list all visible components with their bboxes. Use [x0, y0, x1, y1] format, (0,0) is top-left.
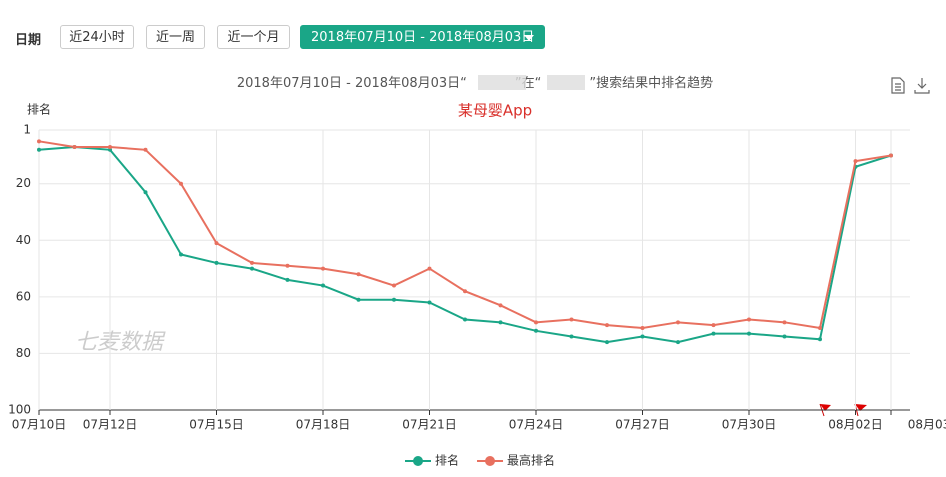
- title-part: ”搜索结果中排名趋势: [589, 75, 713, 91]
- legend-marker: [485, 456, 496, 466]
- data-point: [676, 320, 680, 325]
- data-point: [569, 317, 574, 322]
- data-point: [605, 323, 609, 328]
- data-point: [640, 334, 645, 339]
- data-point: [498, 320, 503, 325]
- blur: [478, 75, 526, 90]
- x-tick-label: 07月24日: [509, 418, 564, 432]
- data-point: [818, 325, 822, 330]
- range-button[interactable]: 近一个月: [217, 25, 290, 49]
- data-point: [534, 328, 538, 333]
- chart-subtitle: 某母婴App: [458, 102, 532, 120]
- data-point: [179, 252, 183, 257]
- y-tick-label: 100: [8, 403, 31, 417]
- data-point: [250, 266, 254, 271]
- legend-marker: [413, 456, 423, 466]
- y-tick-label: 20: [16, 176, 31, 190]
- data-point: [72, 144, 77, 149]
- series-line: [38, 140, 892, 330]
- data-point: [534, 320, 538, 325]
- data-point: [143, 147, 148, 152]
- x-tick-label: 07月21日: [402, 418, 457, 432]
- data-point: [463, 289, 467, 294]
- doc-icon[interactable]: [891, 77, 905, 94]
- data-point: [818, 337, 822, 342]
- data-point: [427, 300, 432, 305]
- data-point: [285, 277, 290, 282]
- data-point: [853, 159, 858, 164]
- data-point: [214, 241, 219, 246]
- range-button[interactable]: 近24小时: [60, 25, 134, 49]
- data-point: [321, 283, 325, 288]
- data-point: [37, 147, 41, 152]
- data-point: [356, 272, 361, 277]
- data-point: [782, 334, 787, 339]
- download-icon[interactable]: [914, 78, 930, 94]
- data-point: [108, 144, 112, 149]
- date-range-text: 2018年07月10日 - 2018年08月03日: [311, 30, 535, 45]
- data-point: [569, 334, 574, 339]
- data-point: [711, 331, 716, 336]
- data-point: [179, 181, 183, 186]
- y-tick-label: 80: [16, 346, 31, 360]
- data-point: [427, 266, 432, 271]
- data-point: [605, 340, 609, 345]
- legend-label: 排名: [435, 453, 459, 468]
- y-tick-label: 1: [23, 123, 31, 137]
- data-point: [463, 317, 467, 322]
- data-point: [676, 340, 680, 345]
- data-point: [37, 139, 41, 144]
- y-axis-label: 排名: [27, 102, 51, 117]
- x-tick-label: 07月18日: [296, 418, 351, 432]
- data-point: [250, 260, 254, 265]
- x-tick-label: 08月03日: [908, 418, 946, 432]
- y-tick-label: 60: [16, 289, 31, 303]
- data-point: [108, 147, 112, 152]
- data-point: [285, 263, 290, 268]
- watermark: 七麦数据: [75, 330, 166, 355]
- x-tick-label: 07月15日: [189, 418, 244, 432]
- data-point: [356, 297, 361, 302]
- data-point: [392, 283, 396, 288]
- data-point: [143, 190, 148, 195]
- data-point: [214, 260, 219, 265]
- title-part: 2018年07月10日 - 2018年08月03日“: [237, 76, 467, 91]
- x-tick-label: 08月02日: [828, 418, 883, 432]
- dropdown-caret: [524, 35, 534, 41]
- filter-label: 日期: [15, 33, 42, 48]
- range-button[interactable]: 近一周: [146, 25, 205, 49]
- data-point: [640, 325, 645, 330]
- data-point: [782, 320, 787, 325]
- data-point: [747, 317, 751, 322]
- data-point: [498, 303, 503, 308]
- legend-label: 最高排名: [507, 453, 555, 468]
- data-point: [889, 153, 893, 158]
- series-line: [38, 145, 892, 344]
- x-tick-label: 07月10日: [12, 418, 67, 432]
- y-tick-label: 40: [16, 233, 31, 247]
- x-tick-label: 07月27日: [615, 418, 670, 432]
- chart-title: 2018年07月10日 - 2018年08月03日“ ”在“ ”搜索结果中排名趋势: [237, 75, 713, 91]
- data-point: [711, 323, 716, 328]
- x-tick-label: 07月30日: [722, 418, 777, 432]
- data-point: [747, 331, 751, 336]
- blur: [547, 75, 585, 90]
- data-point: [321, 266, 325, 271]
- x-tick-label: 07月12日: [83, 418, 138, 432]
- date-range-button[interactable]: 2018年07月10日 - 2018年08月03日: [300, 25, 545, 49]
- data-point: [392, 297, 396, 302]
